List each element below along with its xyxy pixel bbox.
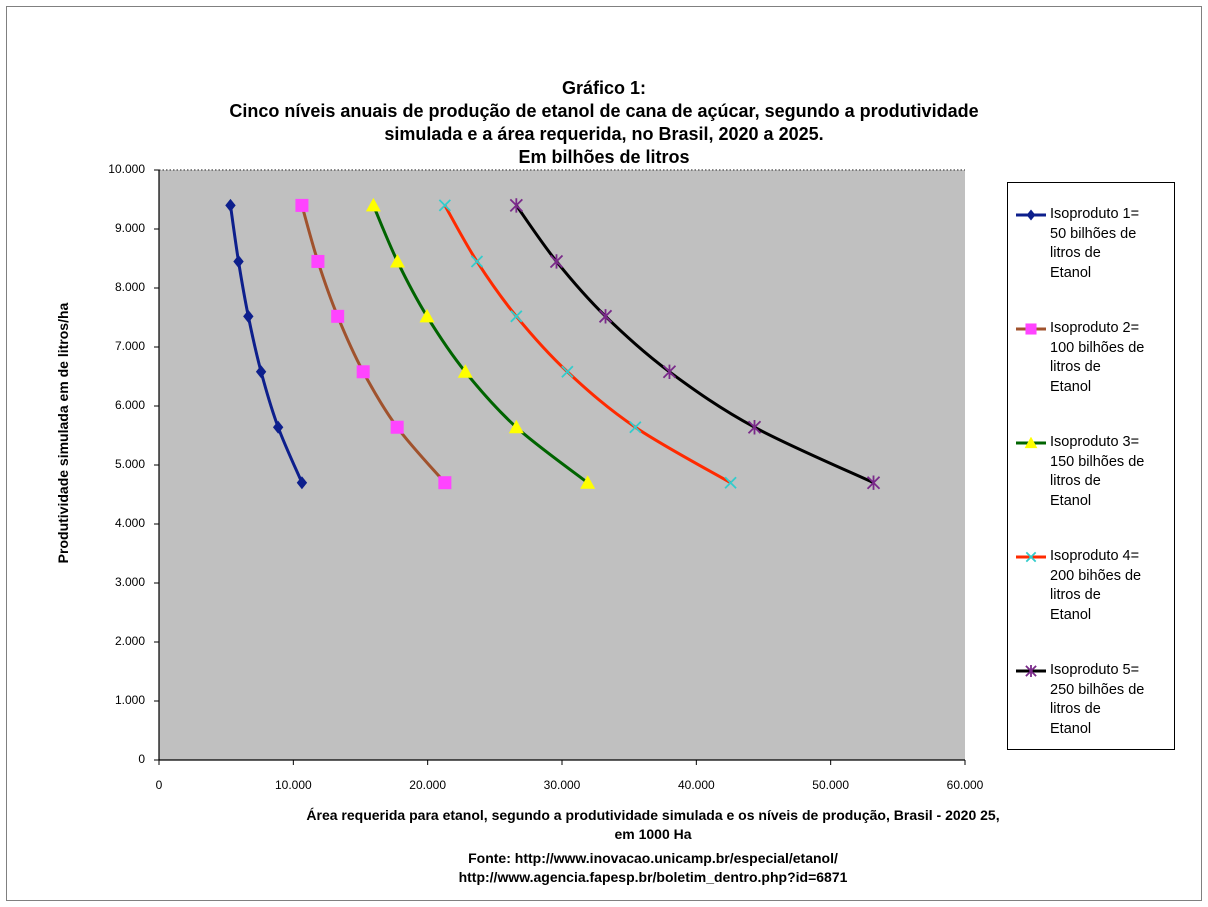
series-5-point [509,198,523,213]
series-3-point [580,475,596,489]
y-tick-label: 2.000 [114,634,145,648]
x-tick-label: 40.000 [677,778,715,792]
series-3-point [389,253,405,268]
series-4 [438,199,737,489]
series-1-point [243,309,254,323]
x-axis-label-line-2: em 1000 Ha [614,826,692,842]
legend-label-line: 250 bilhões de [1050,681,1145,698]
legend-swatch [1016,437,1046,449]
x-tick-label: 60.000 [946,778,984,792]
series-2-point [295,198,309,212]
series-5-point [662,364,677,379]
legend-swatch [1016,665,1046,677]
legend: Isoproduto 1= 50 bilhões de litros de Etano… [1007,182,1175,750]
legend-label-line: Etanol [1050,606,1092,623]
legend-label-line: Isoproduto 2= [1050,320,1140,336]
legend-swatch [1016,551,1046,563]
legend-label-line: litros de [1050,359,1101,375]
legend-label: Isoproduto 4= 200 bihões de litros de Etano… [1050,547,1180,625]
x-axis-label-line-1: Área requerida para etanol, segundo a pr… [306,807,1000,823]
series-5-point [866,475,881,490]
legend-label-line: 100 bilhões de [1050,339,1145,356]
chart-title-line-4: Em bilhões de litros [518,147,690,167]
legend-label: Isoproduto 5= 250 bilhões de litros de Etan… [1050,661,1180,739]
series-2-point [438,476,452,490]
x-tick-label: 50.000 [812,778,850,792]
legend-label-line: Isoproduto 5= [1050,662,1140,678]
y-tick-label: 7.000 [114,339,145,353]
source-line-1: Fonte: http://www.inovacao.unicamp.br/es… [468,850,838,866]
y-tick-label: 0 [138,752,145,766]
series-4-point [561,365,574,378]
legend-label-line: Isoproduto 1= [1050,206,1140,222]
legend-swatch [1016,209,1046,221]
series-1-point [272,420,284,434]
legend-label-line: 200 bihões de [1050,567,1142,584]
series-5 [509,198,881,490]
x-tick-label: 10.000 [274,778,312,792]
series-3-point [365,197,381,212]
series-3-point [457,364,473,378]
legend-label-line: litros de [1050,587,1101,603]
y-tick-label: 3.000 [114,575,145,589]
series-4-point [629,421,642,434]
legend-label-line: litros de [1050,701,1101,717]
legend-label-line: 150 bilhões de [1050,453,1145,470]
y-tick-label: 1.000 [114,693,145,707]
legend-swatch-marker [1025,551,1037,563]
legend-label: Isoproduto 2= 100 bilhões de litros de Etan… [1050,319,1180,397]
source-line-2: http://www.agencia.fapesp.br/boletim_den… [458,869,848,885]
y-tick-label: 4.000 [114,516,145,530]
x-tick-label: 30.000 [543,778,581,792]
series-3 [365,197,596,489]
legend-label-line: Etanol [1050,264,1092,281]
chart-title-line-1: Gráfico 1: [561,78,647,98]
chart-title-line-3: simulada e a área requerida, no Brasil, … [384,124,824,144]
y-tick-label: 5.000 [114,457,145,471]
series-1-point [255,365,267,379]
series-5-point [598,309,613,324]
legend-label-line: Etanol [1050,378,1092,395]
series-1-point [225,198,236,212]
series-4-point [438,199,451,212]
legend-label-line: litros de [1050,473,1101,489]
series-3-point [419,308,435,323]
series-5-point [549,254,564,269]
series-2-point [390,420,404,434]
legend-swatch-marker [1025,665,1037,677]
x-tick-label: 20.000 [409,778,447,792]
legend-label-line: Isoproduto 3= [1050,434,1140,450]
legend-swatch [1016,323,1046,335]
series-1 [225,198,308,490]
y-tick-label: 6.000 [114,398,145,412]
x-tick-label: 0 [155,778,163,792]
legend-swatch-marker [1026,209,1036,221]
y-tick-label: 9.000 [114,221,145,235]
series-2 [295,198,452,490]
legend-swatch-marker [1024,437,1038,449]
series-3-point [508,419,524,434]
series-4-point [470,255,484,268]
chart-title-line-2: Cinco níveis anuais de produção de etano… [229,101,979,121]
series-1-point [296,476,308,490]
series-4-point [724,476,737,489]
series-2-point [331,309,345,323]
legend-label-line: 50 bilhões de [1050,225,1137,242]
legend-label-line: Etanol [1050,492,1092,509]
series-2-point [311,254,325,268]
y-tick-label: 10.000 [108,162,145,176]
legend-label-line: Etanol [1050,720,1092,737]
series-4-point [510,310,523,323]
legend-label: Isoproduto 3= 150 bilhões de litros de Etan… [1050,433,1180,511]
y-tick-label: 8.000 [114,280,145,294]
series-5-point [747,420,762,435]
legend-label-line: Isoproduto 4= [1050,548,1140,564]
legend-label: Isoproduto 1= 50 bilhões de litros de Etano… [1050,205,1180,283]
y-axis-label: Produtividade simulada em de litros/ha [55,302,71,564]
series-1-point [233,254,244,268]
series-2-point [356,365,370,379]
legend-label-line: litros de [1050,245,1101,261]
legend-swatch-marker [1025,323,1037,335]
